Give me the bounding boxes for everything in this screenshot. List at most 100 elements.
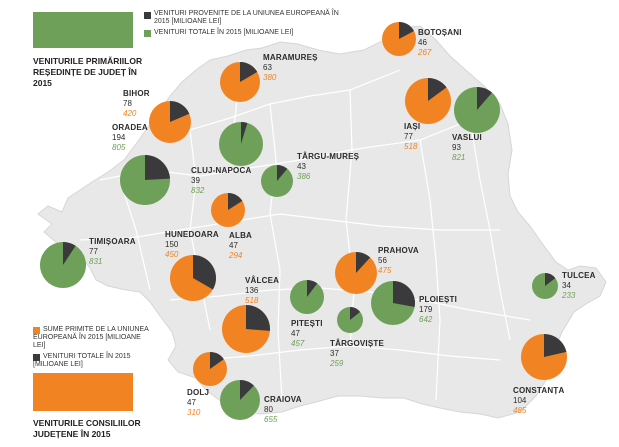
label-eu-vaslui: 93 <box>452 143 461 152</box>
legend-bottom-dark-swatch <box>33 354 40 361</box>
county-border-10 <box>119 179 151 291</box>
pie-pitesti <box>290 280 324 314</box>
pie-eu-slice-prahova <box>356 252 371 273</box>
pie-cluj-napoca <box>219 122 263 166</box>
pie-ploiesti <box>371 281 415 325</box>
pie-prahova <box>335 252 377 294</box>
pie-eu-slice-iasi <box>428 78 447 101</box>
label-name-targu-mures: TÂRGU-MUREȘ <box>297 152 360 161</box>
label-total-oradea: 805 <box>112 143 126 152</box>
label-name-tulcea: TULCEA <box>562 271 596 280</box>
pie-botosani <box>382 22 416 56</box>
label-name-dolj: DOLJ <box>187 388 209 397</box>
label-total-alba: 294 <box>228 251 243 260</box>
label-total-hunedoara: 450 <box>165 250 179 259</box>
pie-vaslui <box>454 87 500 133</box>
label-name-maramures: MARAMUREȘ <box>263 53 318 62</box>
label-name-vaslui: VASLUI <box>452 133 482 142</box>
pie-alba <box>211 193 245 227</box>
label-total-bihor: 420 <box>123 109 137 118</box>
label-name-alba: ALBA <box>229 231 252 240</box>
label-name-ploiesti: PLOIEȘTI <box>419 295 457 304</box>
pie-bihor <box>149 101 191 143</box>
pie-eu-slice-valcea <box>246 305 271 331</box>
label-total-iasi: 518 <box>404 142 418 151</box>
label-eu-prahova: 56 <box>378 256 387 265</box>
county-border-8 <box>419 139 441 401</box>
label-name-iasi: IAȘI <box>404 122 420 131</box>
label-eu-ploiesti: 179 <box>419 305 433 314</box>
label-name-hunedoara: HUNEDOARA <box>165 230 219 239</box>
legend-top-dark-swatch <box>144 12 151 19</box>
label-name-targoviste: TÂRGOVIȘTE <box>330 339 384 348</box>
label-eu-botosani: 46 <box>418 38 427 47</box>
label-name-constanta: CONSTANȚA <box>513 386 564 395</box>
legend-bottom-orange-swatch <box>33 327 40 334</box>
label-eu-dolj: 47 <box>187 398 196 407</box>
label-total-cluj-napoca: 832 <box>191 186 205 195</box>
label-name-craiova: CRAIOVA <box>264 395 302 404</box>
pie-valcea <box>222 305 271 353</box>
pie-tulcea <box>532 273 558 299</box>
pie-constanta <box>521 334 567 380</box>
label-eu-pitesti: 47 <box>291 329 300 338</box>
label-name-oradea: ORADEA <box>112 123 148 132</box>
legend-bottom-item-0: SUME PRIMITE DE LA UNIUNEA EUROPEANĂ ÎN … <box>33 326 149 349</box>
legend-top-item-1: VENITURI TOTALE ÎN 2015 [MILIOANE LEI] <box>154 29 294 36</box>
pie-targoviste <box>337 307 363 333</box>
pie-eu-slice-alba <box>228 193 243 210</box>
pie-eu-slice-ploiesti <box>393 281 415 307</box>
pie-iasi <box>405 78 451 124</box>
label-eu-timisoara: 77 <box>89 247 98 256</box>
legend-bottom-item-1: VENITURI TOTALE ÎN 2015 [MILIOANE LEI] <box>33 353 131 368</box>
label-eu-cluj-napoca: 39 <box>191 176 200 185</box>
label-eu-bihor: 78 <box>123 99 132 108</box>
pie-eu-slice-cluj-napoca <box>241 122 248 144</box>
label-total-botosani: 267 <box>417 48 432 57</box>
label-total-craiova: 655 <box>264 415 278 424</box>
legend-top-green-swatch <box>144 30 151 37</box>
label-eu-craiova: 80 <box>264 405 273 414</box>
label-total-maramures: 380 <box>263 73 277 82</box>
label-name-botosani: BOTOȘANI <box>418 28 462 37</box>
pie-eu-slice-hunedoara <box>193 255 217 290</box>
pie-eu-slice-maramures <box>240 62 258 82</box>
pie-eu-slice-constanta <box>544 334 567 357</box>
pie-eu-slice-targu-mures <box>277 165 288 181</box>
label-eu-tulcea: 34 <box>562 281 571 290</box>
label-total-vaslui: 821 <box>452 153 465 162</box>
pie-eu-slice-vaslui <box>477 87 493 110</box>
county-border-9 <box>469 119 511 341</box>
label-total-tulcea: 233 <box>561 291 576 300</box>
pie-maramures <box>220 62 260 102</box>
label-name-timisoara: TIMIȘOARA <box>89 237 136 246</box>
legend-bottom-swatch-large <box>33 373 133 411</box>
label-eu-maramures: 63 <box>263 63 272 72</box>
label-total-targoviste: 259 <box>329 359 344 368</box>
pie-craiova <box>220 380 260 420</box>
legend-bottom-title: VENITURILE CONSILIILOR JUDEȚENE ÎN 2015 <box>33 418 141 439</box>
pie-eu-slice-botosani <box>399 22 415 39</box>
county-border-2 <box>79 213 500 241</box>
pie-oradea <box>120 155 170 205</box>
label-name-prahova: PRAHOVA <box>378 246 419 255</box>
pie-eu-slice-pitesti <box>307 280 318 297</box>
pie-hunedoara <box>170 255 217 301</box>
label-total-ploiesti: 642 <box>419 315 433 324</box>
legend-top-swatch-large <box>33 12 133 48</box>
pie-eu-slice-targoviste <box>350 307 361 320</box>
label-eu-hunedoara: 150 <box>165 240 179 249</box>
pie-eu-slice-dolj <box>210 352 224 369</box>
pie-eu-slice-timisoara <box>63 242 76 265</box>
legend-top-title: VENITURILE PRIMĂRIILOR REȘEDINȚE DE JUDE… <box>33 56 143 88</box>
pie-dolj <box>193 352 227 386</box>
pie-eu-slice-tulcea <box>545 273 556 286</box>
pie-targu-mures <box>261 165 293 197</box>
label-eu-iasi: 77 <box>404 132 413 141</box>
label-name-bihor: BIHOR <box>123 89 150 98</box>
label-name-valcea: VÂLCEA <box>245 276 279 285</box>
pie-eu-slice-bihor <box>170 101 190 122</box>
label-total-dolj: 310 <box>187 408 201 417</box>
label-eu-targoviste: 37 <box>330 349 339 358</box>
